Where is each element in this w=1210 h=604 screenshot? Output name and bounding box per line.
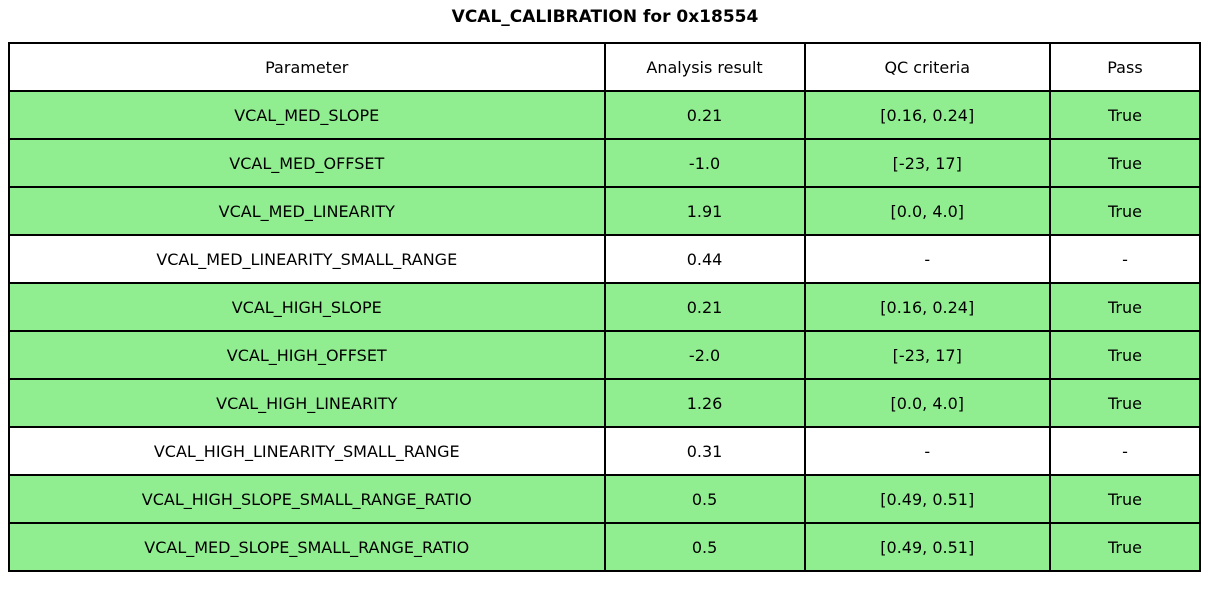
- cell-result: 1.26: [603, 378, 806, 428]
- cell-parameter: VCAL_HIGH_LINEARITY: [8, 378, 606, 428]
- page-title: VCAL_CALIBRATION for 0x18554: [451, 7, 759, 27]
- cell-criteria: [-23, 17]: [803, 330, 1051, 380]
- cell-criteria: -: [803, 234, 1051, 284]
- cell-parameter: VCAL_MED_OFFSET: [8, 138, 606, 188]
- cell-result: 0.21: [603, 90, 806, 140]
- table-row: VCAL_MED_OFFSET -1.0 [-23, 17] True: [8, 138, 1202, 188]
- cell-criteria: [0.16, 0.24]: [803, 282, 1051, 332]
- cell-pass: True: [1048, 282, 1202, 332]
- cell-pass: True: [1048, 474, 1202, 524]
- table-row: VCAL_HIGH_LINEARITY_SMALL_RANGE 0.31- -: [8, 426, 1202, 476]
- cell-pass: True: [1048, 138, 1202, 188]
- table-row: VCAL_HIGH_SLOPE 0.21 [0.16, 0.24] True: [8, 282, 1202, 332]
- cell-result: -1.0: [603, 138, 806, 188]
- cell-criteria: [-23, 17]: [803, 138, 1051, 188]
- cell-criteria: -: [803, 426, 1051, 476]
- cell-parameter: VCAL_HIGH_LINEARITY_SMALL_RANGE: [8, 426, 606, 476]
- cell-result: 0.21: [603, 282, 806, 332]
- column-header-parameter: Parameter: [8, 42, 606, 92]
- cell-criteria: [0.0, 4.0]: [803, 378, 1051, 428]
- cell-result: 1.91: [603, 186, 806, 236]
- table-row: VCAL_HIGH_SLOPE_SMALL_RANGE_RATIO 0.5 [0.4…: [8, 474, 1202, 524]
- cell-criteria: [0.49, 0.51]: [803, 522, 1051, 572]
- cell-result: 0.5: [603, 474, 806, 524]
- table-body: VCAL_MED_SLOPE 0.21 [0.16, 0.24] True VCAL_M…: [8, 90, 1202, 572]
- cell-pass: -: [1048, 426, 1202, 476]
- column-header-pass: Pass: [1048, 42, 1202, 92]
- cell-result: 0.5: [603, 522, 806, 572]
- cell-pass: True: [1048, 330, 1202, 380]
- cell-pass: True: [1048, 522, 1202, 572]
- cell-parameter: VCAL_MED_SLOPE: [8, 90, 606, 140]
- cell-parameter: VCAL_MED_LINEARITY_SMALL_RANGE: [8, 234, 606, 284]
- cell-result: 0.31: [603, 426, 806, 476]
- table-row: VCAL_MED_LINEARITY_SMALL_RANGE 0.44- -: [8, 234, 1202, 284]
- cell-pass: -: [1048, 234, 1202, 284]
- cell-result: 0.44: [603, 234, 806, 284]
- cell-parameter: VCAL_HIGH_SLOPE_SMALL_RANGE_RATIO: [8, 474, 606, 524]
- cell-criteria: [0.0, 4.0]: [803, 186, 1051, 236]
- cell-pass: True: [1048, 378, 1202, 428]
- table-header-row: Parameter Analysis result QC criteria Pass: [8, 42, 1202, 92]
- table-row: VCAL_MED_SLOPE_SMALL_RANGE_RATIO 0.5 [0.49…: [8, 522, 1202, 572]
- column-header-criteria: QC criteria: [803, 42, 1051, 92]
- cell-parameter: VCAL_HIGH_OFFSET: [8, 330, 606, 380]
- cell-result: -2.0: [603, 330, 806, 380]
- table-row: VCAL_HIGH_LINEARITY 1.26 [0.0, 4.0] True: [8, 378, 1202, 428]
- table-row: VCAL_MED_LINEARITY 1.91 [0.0, 4.0] True: [8, 186, 1202, 236]
- cell-criteria: [0.16, 0.24]: [803, 90, 1051, 140]
- table-row: VCAL_HIGH_OFFSET -2.0 [-23, 17] True: [8, 330, 1202, 380]
- cell-parameter: VCAL_MED_LINEARITY: [8, 186, 606, 236]
- qc-table: Parameter Analysis result QC criteria Pass …: [8, 42, 1202, 572]
- column-header-result: Analysis result: [603, 42, 806, 92]
- cell-pass: True: [1048, 90, 1202, 140]
- cell-parameter: VCAL_HIGH_SLOPE: [8, 282, 606, 332]
- cell-parameter: VCAL_MED_SLOPE_SMALL_RANGE_RATIO: [8, 522, 606, 572]
- cell-criteria: [0.49, 0.51]: [803, 474, 1051, 524]
- cell-pass: True: [1048, 186, 1202, 236]
- table-row: VCAL_MED_SLOPE 0.21 [0.16, 0.24] True: [8, 90, 1202, 140]
